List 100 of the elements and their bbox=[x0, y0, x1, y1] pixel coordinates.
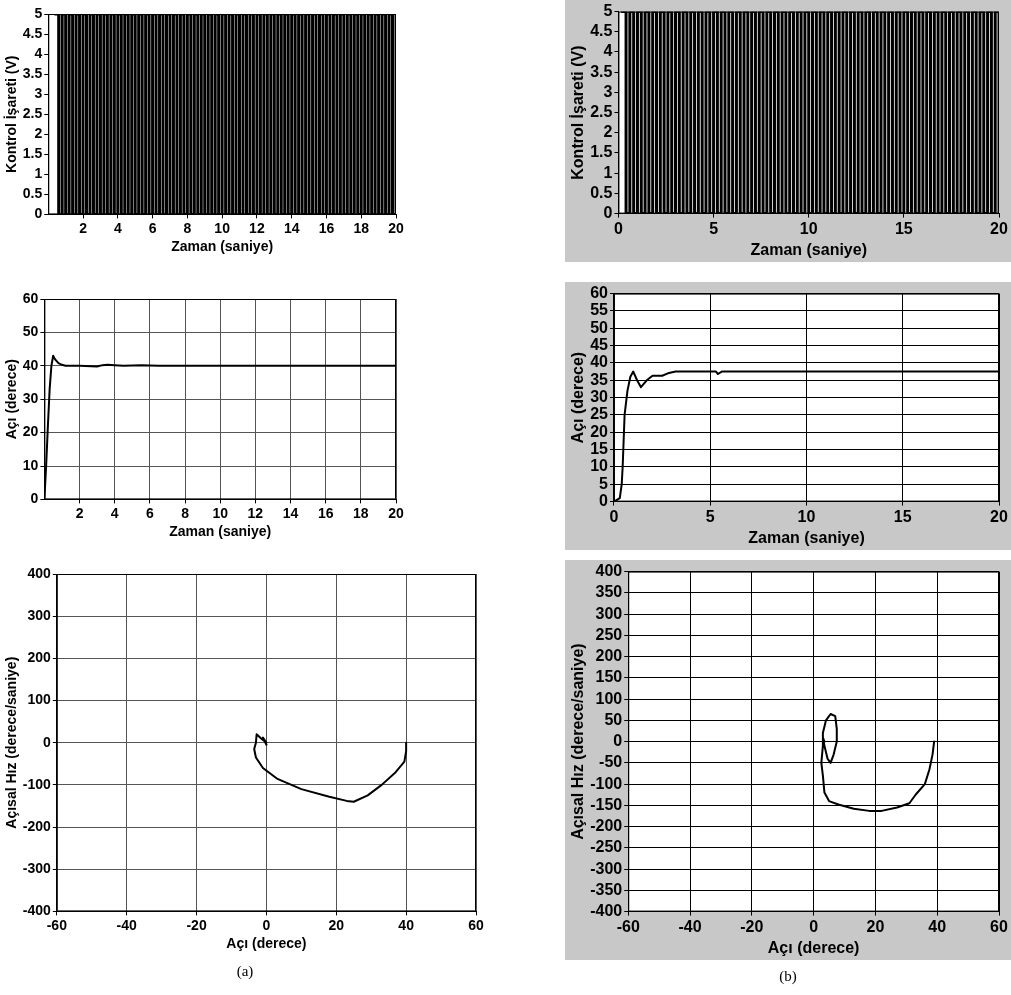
y-tick-label: -200 bbox=[22, 817, 52, 834]
y-tick-label: 0 bbox=[30, 490, 39, 507]
x-tick-label: 20 bbox=[990, 219, 1008, 237]
x-tick-label: 10 bbox=[212, 504, 229, 521]
y-tick-label: 400 bbox=[27, 564, 52, 581]
x-tick-label: 10 bbox=[799, 219, 818, 237]
y-tick-label: 45 bbox=[590, 336, 609, 354]
y-tick-label: 35 bbox=[590, 370, 609, 388]
x-tick-label: 0 bbox=[262, 916, 271, 933]
y-tick-label: 4.5 bbox=[590, 22, 613, 40]
y-tick-label: 60 bbox=[590, 284, 609, 302]
y-tick-label: 0 bbox=[43, 733, 52, 750]
y-tick-label: 100 bbox=[27, 691, 52, 708]
y-tick-label: 2 bbox=[603, 123, 613, 141]
y-tick-label: 5 bbox=[599, 474, 609, 492]
text: (a) bbox=[235, 963, 255, 980]
y-tick-label: 0 bbox=[599, 492, 609, 510]
x-tick-label: 15 bbox=[894, 219, 913, 237]
y-tick-label: 40 bbox=[590, 353, 609, 371]
y-tick-label: 0 bbox=[613, 732, 623, 750]
y-tick-label: 300 bbox=[595, 604, 623, 622]
y-tick-label: -350 bbox=[590, 880, 623, 898]
x-tick-label: 10 bbox=[214, 219, 231, 236]
y-tick-label: 10 bbox=[590, 457, 609, 475]
x-axis-title: Zaman (saniye) bbox=[750, 240, 867, 258]
y-axis-title: Açı (derece) bbox=[3, 359, 20, 440]
y-tick-label: 4.5 bbox=[22, 24, 43, 41]
y-tick-label: 2 bbox=[34, 125, 43, 142]
x-tick-label: -40 bbox=[116, 916, 138, 933]
y-tick-label: 350 bbox=[595, 583, 623, 601]
y-axis-title: Kontrol İşareti (V) bbox=[3, 55, 20, 173]
y-tick-label: -50 bbox=[599, 753, 623, 771]
y-tick-label: 4 bbox=[603, 42, 613, 60]
y-tick-label: 0.5 bbox=[22, 185, 43, 202]
x-tick-label: 20 bbox=[388, 504, 404, 521]
x-axis-title: Açı (derece) bbox=[767, 938, 860, 956]
y-tick-label: 200 bbox=[27, 649, 52, 666]
x-axis-title: Zaman (saniye) bbox=[169, 523, 272, 540]
y-tick-label: 0 bbox=[34, 205, 43, 222]
y-tick-label: 300 bbox=[27, 607, 52, 624]
y-tick-label: -400 bbox=[22, 902, 52, 919]
y-tick-label: -150 bbox=[590, 795, 623, 813]
x-tick-label: 12 bbox=[249, 219, 265, 236]
x-tick-label: 4 bbox=[113, 219, 122, 236]
x-tick-label: 20 bbox=[388, 219, 404, 236]
y-tick-label: 20 bbox=[590, 422, 609, 440]
x-tick-label: 10 bbox=[797, 507, 816, 525]
y-tick-label: 1 bbox=[603, 163, 613, 181]
x-tick-label: 6 bbox=[148, 219, 157, 236]
y-tick-label: 3.5 bbox=[22, 64, 43, 81]
x-tick-label: 5 bbox=[709, 219, 719, 237]
x-tick-label: 6 bbox=[145, 504, 154, 521]
x-tick-label: 8 bbox=[181, 504, 190, 521]
y-tick-label: 20 bbox=[22, 423, 39, 440]
x-tick-label: 0 bbox=[809, 917, 819, 935]
x-axis-title: Zaman (saniye) bbox=[748, 528, 865, 546]
y-tick-label: 5 bbox=[34, 4, 43, 21]
y-tick-label: 30 bbox=[590, 388, 609, 406]
x-tick-label: -60 bbox=[46, 916, 68, 933]
y-tick-label: 15 bbox=[590, 440, 609, 458]
y-axis-title: Açı (derece) bbox=[569, 351, 587, 444]
x-axis-title: Zaman (saniye) bbox=[171, 238, 274, 255]
y-tick-label: 4 bbox=[34, 44, 43, 61]
x-tick-label: 40 bbox=[398, 916, 415, 933]
y-tick-label: 30 bbox=[22, 390, 39, 407]
x-tick-label: 12 bbox=[247, 504, 264, 521]
x-tick-label: 14 bbox=[282, 504, 299, 521]
y-tick-label: 60 bbox=[22, 289, 39, 306]
x-tick-label: 8 bbox=[183, 219, 192, 236]
x-tick-label: -60 bbox=[616, 917, 640, 935]
y-tick-label: 10 bbox=[22, 456, 39, 473]
y-axis-title: Açısal Hız (derece/saniye) bbox=[569, 643, 587, 840]
x-tick-label: 5 bbox=[705, 507, 715, 525]
x-tick-label: 15 bbox=[893, 507, 912, 525]
y-tick-label: 25 bbox=[590, 405, 609, 423]
y-tick-label: 200 bbox=[595, 647, 623, 665]
y-tick-label: 50 bbox=[604, 710, 623, 728]
y-tick-label: 2.5 bbox=[590, 103, 613, 121]
x-tick-label: 60 bbox=[468, 916, 484, 933]
x-tick-label: 20 bbox=[328, 916, 345, 933]
y-tick-label: 400 bbox=[595, 562, 623, 580]
x-tick-label: 16 bbox=[318, 219, 335, 236]
y-tick-label: 55 bbox=[590, 301, 609, 319]
x-tick-label: 16 bbox=[317, 504, 334, 521]
y-tick-label: 0.5 bbox=[590, 183, 613, 201]
y-tick-label: -200 bbox=[590, 817, 623, 835]
y-tick-label: -400 bbox=[590, 902, 623, 920]
y-tick-label: -250 bbox=[590, 838, 623, 856]
y-tick-label: -300 bbox=[22, 860, 52, 877]
y-tick-label: 2.5 bbox=[22, 105, 43, 122]
x-axis-title: Açı (derece) bbox=[226, 935, 307, 952]
x-tick-label: -20 bbox=[186, 916, 207, 933]
y-tick-label: 3 bbox=[34, 85, 43, 102]
y-tick-label: -100 bbox=[590, 774, 623, 792]
y-tick-label: 3.5 bbox=[590, 62, 613, 80]
y-axis-title: Kontrol İşareti (V) bbox=[569, 45, 587, 180]
y-tick-label: 50 bbox=[22, 323, 39, 340]
x-tick-label: -20 bbox=[740, 917, 764, 935]
x-tick-label: 20 bbox=[866, 917, 885, 935]
y-tick-label: 1.5 bbox=[590, 143, 613, 161]
